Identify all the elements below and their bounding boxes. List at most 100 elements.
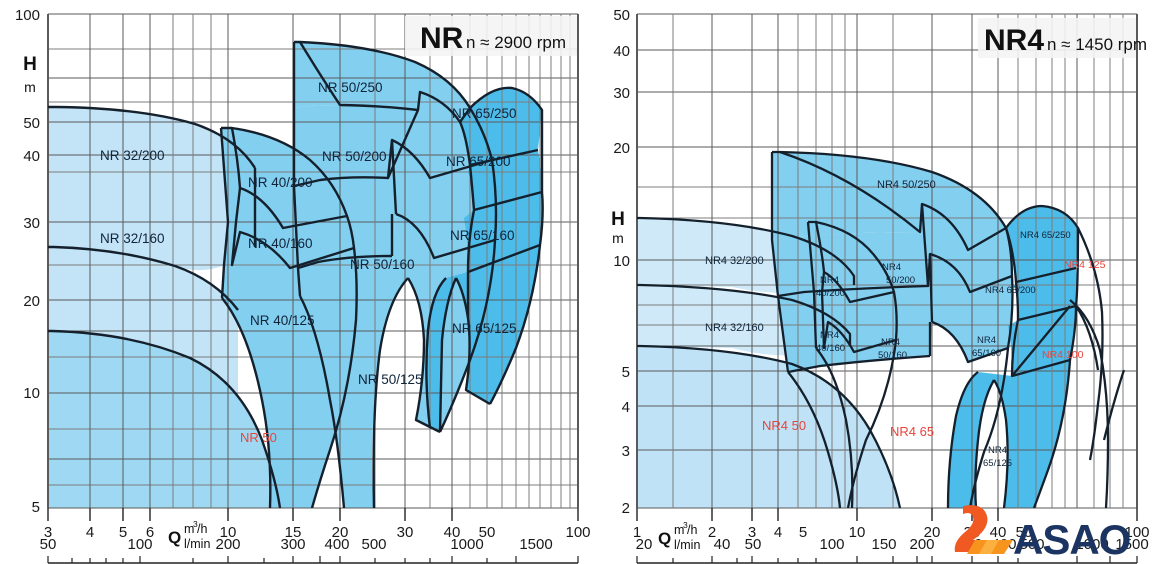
- ytick-30: 30: [23, 215, 40, 232]
- xtick2-500: 500: [361, 536, 386, 553]
- ytick-4: 4: [622, 399, 630, 416]
- label-nr4-50-200: NR4: [882, 262, 901, 273]
- asao-swoosh-mark: [954, 505, 1013, 554]
- region-nr4-50-160: [778, 254, 1013, 372]
- label-nr4-65-250: NR4 65/250: [1020, 230, 1071, 241]
- xtick-40: 40: [990, 524, 1007, 541]
- xtick-40: 40: [444, 524, 461, 541]
- label-nr4-65-125-num: 65/125: [983, 458, 1012, 469]
- region-nr-65-250: [460, 87, 542, 165]
- ytick-50: 50: [23, 115, 40, 132]
- region-nr4-lowband: [637, 346, 900, 508]
- region-nr4-65-200: [1014, 268, 1077, 320]
- label-nr4-50-250: NR4 50/250: [877, 179, 936, 191]
- xtick2-1000: 1000: [450, 536, 483, 553]
- nr-y-axis: 100 50 40 30 20 10 5 H m: [15, 7, 40, 516]
- ytick-20: 20: [613, 140, 630, 157]
- xtick-2: 2: [708, 524, 716, 541]
- label-nr4-65-160: NR4: [977, 335, 996, 346]
- label-nr-65-160: NR 65/160: [450, 228, 515, 243]
- nr4-chart-svg: NR4 n ≈ 1450 rpm NR4 32/200 NR4 32/160 N…: [611, 7, 1150, 564]
- nr4-speed-note: n ≈ 1450 rpm: [1047, 35, 1147, 54]
- nr4-title-backdrop: [978, 18, 1136, 58]
- chart-panel-nr4: NR4 n ≈ 1450 rpm NR4 32/200 NR4 32/160 N…: [592, 0, 1157, 564]
- y-axis-label-h: H: [611, 209, 625, 230]
- xtick-20: 20: [332, 524, 349, 541]
- label-nr4-65-200: NR4 65/200: [985, 285, 1036, 296]
- region-nr4-65-250: [1006, 206, 1078, 282]
- ytick-3: 3: [622, 443, 630, 460]
- nr4-y-axis: 50 40 30 20 10 5 4 3 2 H m: [611, 7, 630, 517]
- label-nr4-125-red: NR4 125: [1064, 259, 1106, 271]
- nr-title-backdrop: [405, 16, 577, 56]
- nr-curves: [48, 40, 544, 508]
- xtick2-100: 100: [819, 536, 844, 553]
- nr4-grid-vertical: [636, 14, 1138, 508]
- ytick-50: 50: [613, 7, 630, 24]
- y-axis-label-h: H: [23, 54, 37, 75]
- x-axis-label-q: Q: [658, 529, 671, 548]
- region-nr-32-200: [48, 107, 255, 271]
- nr4-curves: [637, 150, 1126, 508]
- label-nr4-40-200-num: 40/200: [816, 288, 845, 299]
- ytick-5: 5: [32, 499, 40, 516]
- x-unit-sup: 3: [683, 520, 688, 530]
- y-axis-unit-m: m: [24, 79, 36, 95]
- label-nr-32-200: NR 32/200: [100, 148, 165, 163]
- label-nr-50-200: NR 50/200: [322, 149, 387, 164]
- ytick-40: 40: [613, 43, 630, 60]
- xtick-50: 50: [479, 524, 496, 541]
- ytick-20: 20: [23, 293, 40, 310]
- label-nr4-32-160: NR4 32/160: [705, 322, 764, 334]
- asao-wordmark: ASAO: [1013, 516, 1130, 562]
- label-nr4-100-red: NR4 100: [1042, 349, 1084, 361]
- ytick-2: 2: [622, 500, 630, 517]
- label-nr4-65-125: NR4: [988, 445, 1007, 456]
- xtick2-150: 150: [871, 536, 896, 553]
- label-nr4-32-200: NR4 32/200: [705, 255, 764, 267]
- label-nr4-40-160-num: 40/160: [816, 343, 845, 354]
- xtick-6: 6: [146, 524, 154, 541]
- nr-x-axis-primary: 3 4 5 6 10 15 20 30 40 50 100 Q m 3 /h l…: [44, 508, 591, 551]
- label-nr-50-160: NR 50/160: [350, 257, 415, 272]
- xtick-4: 4: [86, 524, 94, 541]
- xtick-100: 100: [1124, 524, 1149, 541]
- xtick2-400: 400: [324, 536, 349, 553]
- x-unit-m: m: [184, 522, 194, 536]
- nr-speed-note: n ≈ 2900 rpm: [466, 33, 566, 52]
- xtick-20: 20: [924, 524, 941, 541]
- nr4-x-axis-primary: 1 2 3 4 5 10 20 30 40 50 100 Q m 3 /h l/…: [633, 508, 1150, 552]
- label-nr4-50-red: NR4 50: [762, 418, 806, 433]
- xtick2-200: 200: [909, 536, 934, 553]
- xtick2-50: 50: [745, 536, 762, 553]
- y-axis-unit-m: m: [612, 230, 624, 246]
- label-nr-40-160: NR 40/160: [248, 236, 313, 251]
- label-nr-65-125: NR 65/125: [452, 321, 517, 336]
- region-nr-65-125: [426, 245, 540, 432]
- label-nr-65-250: NR 65/250: [452, 106, 517, 121]
- region-nr-50-200: [294, 92, 492, 186]
- nr-title: NR: [420, 22, 464, 55]
- xtick-5: 5: [119, 524, 127, 541]
- xtick2-50: 50: [40, 536, 57, 553]
- ytick-30: 30: [613, 85, 630, 102]
- x-unit-lmin: l/min: [674, 538, 700, 552]
- xtick-50: 50: [1016, 524, 1033, 541]
- x-unit-per-h: /h: [197, 522, 207, 536]
- label-nr-32-160: NR 32/160: [100, 231, 165, 246]
- nr4-title: NR4: [984, 24, 1044, 57]
- xtick-3: 3: [748, 524, 756, 541]
- label-nr-40-125: NR 40/125: [250, 313, 315, 328]
- ytick-10: 10: [613, 253, 630, 270]
- ytick-5: 5: [622, 364, 630, 381]
- chart-panel-nr: NR n ≈ 2900 rpm NR 32/200 NR 32/160 NR 4…: [15, 7, 591, 564]
- xtick2-100: 100: [127, 536, 152, 553]
- xtick-5: 5: [799, 524, 807, 541]
- ytick-10: 10: [23, 385, 40, 402]
- x-unit-lmin: l/min: [184, 537, 210, 551]
- nr-x-axis-secondary: 50 100 200 300 400 500 1000 1500: [40, 536, 579, 564]
- xtick-4: 4: [774, 524, 782, 541]
- ytick-100: 100: [15, 7, 40, 24]
- xtick-15: 15: [285, 524, 302, 541]
